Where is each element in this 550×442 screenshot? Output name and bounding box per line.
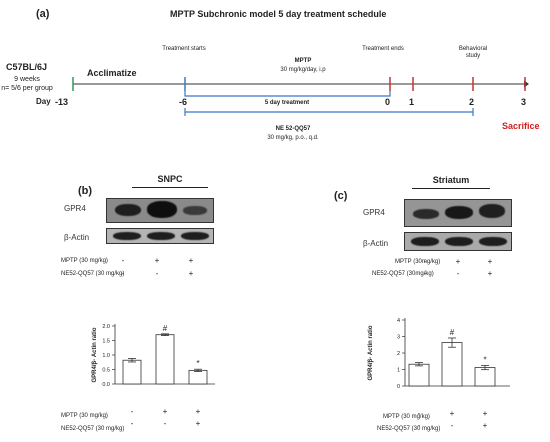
treatment-label: NE52-QQ57 (30 mg/kg) (61, 271, 125, 277)
bar (188, 369, 208, 385)
five-day-treatment-label: 5 day treatment (264, 100, 310, 106)
y-tick-label: 1.0 (102, 353, 110, 359)
acclimatize-label: Acclimatize (87, 68, 137, 78)
actin-blot-snpc (106, 228, 214, 244)
y-tick-label: 0 (397, 384, 400, 390)
y-tick-label: 1.5 (102, 339, 110, 345)
sign-mark: + (163, 407, 168, 416)
treatment-label: MPTP (30mg/kg) (395, 259, 441, 265)
region-underline (412, 188, 490, 189)
treatment-label: NE52-QQ57 (30mg/kg) (372, 271, 434, 277)
sacrifice-label: Sacrifice (502, 121, 540, 131)
sign-mark: + (483, 421, 488, 430)
chart-treatment-label: NE52-QQ57 (30 mg/kg) (61, 426, 125, 432)
gpr4-blot-snpc (106, 198, 214, 223)
panel-b-label: (b) (78, 185, 93, 197)
blot-row-label: GPR4 (363, 208, 385, 217)
region-label-striatum: Striatum (432, 175, 470, 185)
bar (122, 359, 142, 385)
bar-charts-svg: 0.0 0.5 1.0 1.5 2.0 GPR4/β- Actin ratio - - # + - *… (92, 318, 510, 430)
region-underline (132, 187, 208, 188)
day-label: 3 (521, 97, 527, 107)
sign-mark: + (196, 419, 201, 428)
sign-mark: + (483, 409, 488, 418)
sign-mark: + (487, 269, 493, 278)
panel-c-label: (c) (334, 190, 348, 202)
sign-mark: - (164, 419, 167, 428)
ne-label: NE 52-QQ57 (275, 126, 311, 132)
region-label-snpc: SNPC (157, 174, 183, 184)
day-label: -13 (55, 97, 69, 107)
sign-mark: + (455, 257, 461, 266)
sign-mark: - (451, 421, 454, 430)
blot-row-label: GPR4 (64, 204, 86, 213)
actin-blot-striatum (404, 232, 512, 251)
ne-dose: 30 mg/kg, p.o., q.d. (267, 135, 319, 141)
y-axis-label: GPR4/β- Actin ratio (92, 327, 98, 382)
mptp-dose: 30 mg/kg/day, i.p (280, 67, 326, 73)
five-day-bracket (184, 91, 391, 97)
sign-mark: - (423, 257, 427, 266)
sign-mark: - (423, 269, 427, 278)
y-tick-label: 2 (397, 351, 400, 357)
mouse-strain: C57BL/6J (6, 62, 48, 72)
sign-mark: - (121, 269, 125, 278)
day-label: 2 (469, 97, 475, 107)
significance-mark: # (450, 328, 455, 337)
y-tick-label: 4 (397, 318, 400, 324)
significance-mark: * (483, 355, 486, 364)
timeline-svg (72, 77, 529, 116)
y-tick-label: 0.0 (102, 382, 110, 388)
treatment-starts-label: Treatment starts (162, 46, 206, 52)
day-prefix: Day (36, 97, 51, 106)
mouse-age: 9 weeks (14, 76, 40, 83)
sign-mark: + (154, 256, 160, 265)
significance-mark: * (196, 359, 199, 368)
y-tick-label: 3 (397, 335, 400, 341)
y-tick-label: 0.5 (102, 368, 110, 374)
sign-mark: - (418, 409, 421, 418)
panel-a-label: (a) (36, 8, 50, 20)
blot-row-label: β-Actin (64, 233, 90, 242)
y-tick-label: 2.0 (102, 324, 110, 330)
mptp-label: MPTP (294, 58, 312, 64)
sign-mark: + (487, 257, 493, 266)
chart-treatment-label: MPTP (30 mg/kg) (383, 414, 430, 420)
chart-treatment-label: NE52-QQ57 (30 mg/kg) (377, 426, 441, 432)
blot-row-label: β-Actin (363, 239, 389, 248)
sign-mark: - (418, 421, 421, 430)
chart-treatment-label: MPTP (30 mg/kg) (61, 413, 108, 419)
behavioral-study-label: Behavioral study (458, 46, 488, 59)
day-label: -6 (179, 97, 188, 107)
sign-mark: - (131, 407, 134, 416)
day-label: 1 (409, 97, 415, 107)
sign-mark: - (121, 256, 125, 265)
sign-mark: - (131, 419, 134, 428)
sign-mark: - (155, 269, 159, 278)
y-tick-label: 1 (397, 368, 400, 374)
sign-mark: + (196, 407, 201, 416)
bar (441, 342, 463, 387)
day-label: 0 (385, 97, 391, 107)
bar (155, 334, 175, 385)
treatment-label: MPTP (30 mg/kg) (61, 258, 108, 264)
gpr4-blot-striatum (404, 199, 512, 227)
bar (408, 363, 430, 387)
bar (474, 367, 496, 387)
sign-mark: + (188, 256, 194, 265)
mouse-group-size: n= 5/6 per group (1, 85, 53, 92)
sign-mark: + (188, 269, 194, 278)
sign-mark: - (456, 269, 460, 278)
schedule-title: MPTP Subchronic model 5 day treatment sc… (170, 9, 387, 19)
y-axis-label: GPR4/β- Actin ratio (368, 325, 374, 380)
sign-mark: + (450, 409, 455, 418)
significance-mark: # (163, 324, 168, 333)
treatment-ends-label: Treatment ends (362, 46, 404, 52)
